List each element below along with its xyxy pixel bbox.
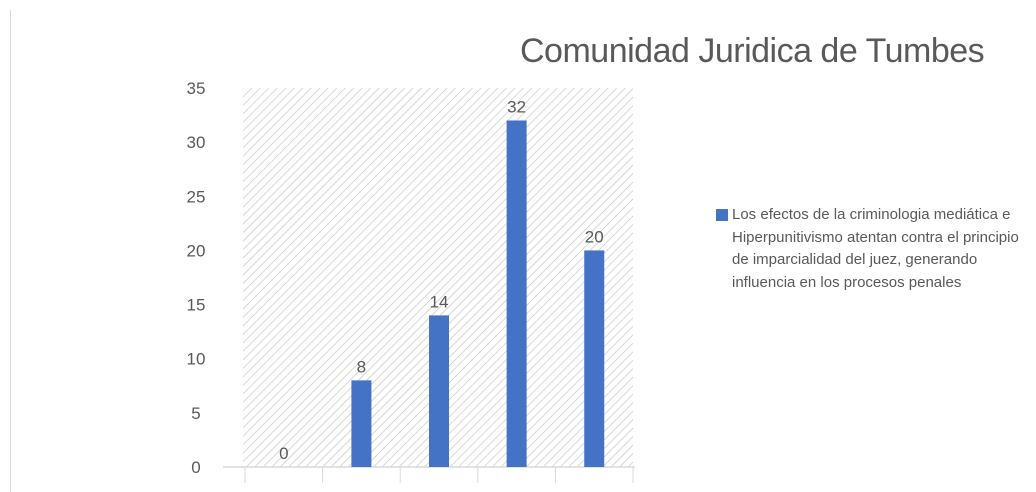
bar — [506, 120, 527, 467]
y-tick-label: 15 — [187, 296, 206, 315]
y-tick-label: 20 — [187, 241, 206, 260]
y-tick-label: 30 — [187, 133, 206, 152]
legend-label: Los efectos de la criminologia mediática… — [732, 206, 1019, 291]
y-tick-label: 35 — [187, 79, 206, 98]
bar — [351, 380, 372, 467]
bar — [429, 315, 450, 467]
y-tick-label: 0 — [191, 458, 200, 477]
bar-data-label: 20 — [585, 227, 604, 246]
legend-swatch — [716, 209, 728, 221]
y-tick-label: 25 — [187, 187, 206, 206]
chart-border-left — [10, 10, 11, 492]
y-tick-label: 5 — [191, 404, 200, 423]
bar-data-label: 32 — [507, 97, 526, 116]
chart-title: Comunidad Juridica de Tumbes — [520, 32, 985, 70]
bar-data-label: 0 — [279, 444, 288, 463]
bar-data-label: 8 — [357, 357, 366, 376]
bar — [584, 250, 605, 467]
bar-data-label: 14 — [430, 292, 449, 311]
y-tick-label: 10 — [187, 350, 206, 369]
